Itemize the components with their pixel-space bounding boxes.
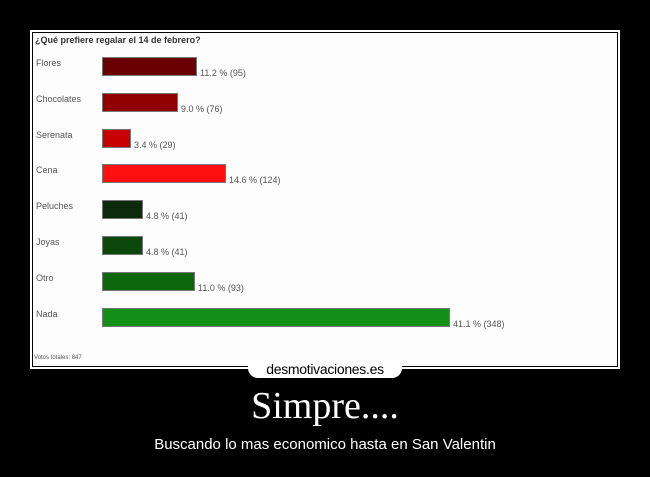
poll-results-panel: ¿Qué prefiere regalar el 14 de febrero? … [33, 33, 617, 366]
option-bar [102, 164, 226, 183]
option-label: Joyas [36, 237, 60, 247]
option-value: 14.6 % (124) [229, 175, 281, 185]
headline: Simpre.... [251, 385, 399, 427]
option-bar [102, 236, 143, 255]
option-value: 11.0 % (93) [198, 283, 244, 293]
option-bar [102, 93, 178, 112]
option-value: 4.8 % (41) [146, 211, 188, 221]
option-bar [102, 272, 195, 291]
option-label: Flores [36, 58, 62, 68]
option-value: 41.1 % (348) [453, 319, 505, 329]
option-bar [102, 57, 197, 76]
option-value: 11.2 % (95) [200, 68, 246, 78]
option-label: Otro [36, 273, 54, 283]
option-value: 4.8 % (41) [146, 247, 188, 257]
subtitle: Buscando lo mas economico hasta en San V… [154, 436, 496, 453]
option-label: Serenata [36, 130, 73, 140]
option-label: Nada [36, 309, 58, 319]
total-votes: Votos totales: 847 [34, 355, 82, 361]
option-label: Cena [36, 165, 58, 175]
option-bar [102, 308, 450, 327]
option-bar [102, 200, 143, 219]
option-value: 9.0 % (76) [181, 104, 223, 114]
option-label: Peluches [36, 201, 74, 211]
option-label: Chocolates [36, 94, 82, 104]
site-logo: desmotivaciones.es [248, 360, 402, 378]
poll-title: ¿Qué prefiere regalar el 14 de febrero? [35, 35, 201, 45]
option-value: 3.4 % (29) [134, 140, 176, 150]
option-bar [102, 129, 131, 148]
